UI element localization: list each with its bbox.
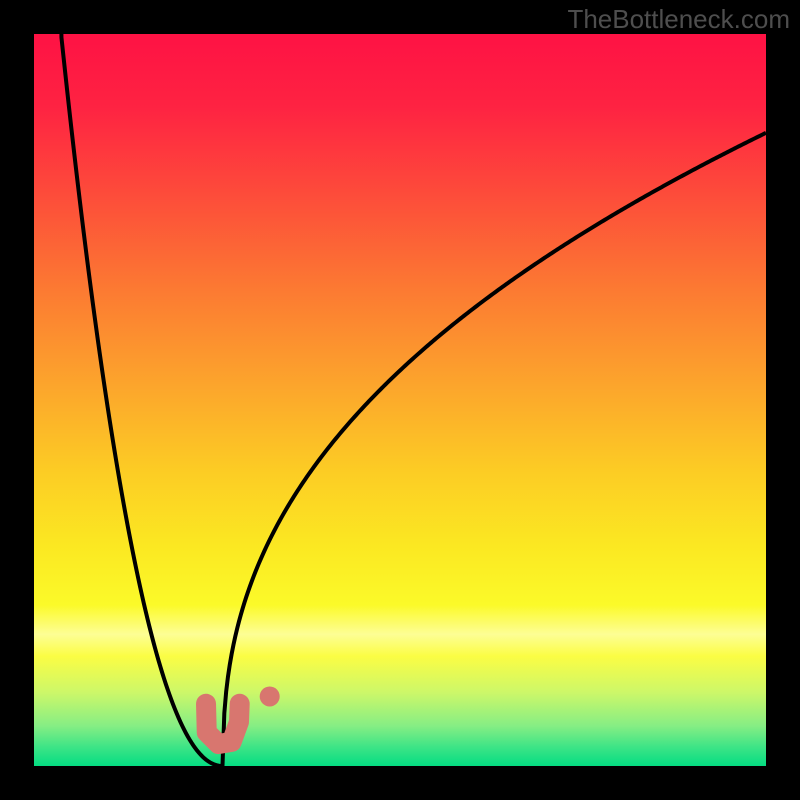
bottleneck-chart [0, 0, 800, 800]
apex-dot-mark [260, 686, 280, 706]
plot-background [34, 34, 766, 766]
watermark-text: TheBottleneck.com [0, 0, 800, 35]
